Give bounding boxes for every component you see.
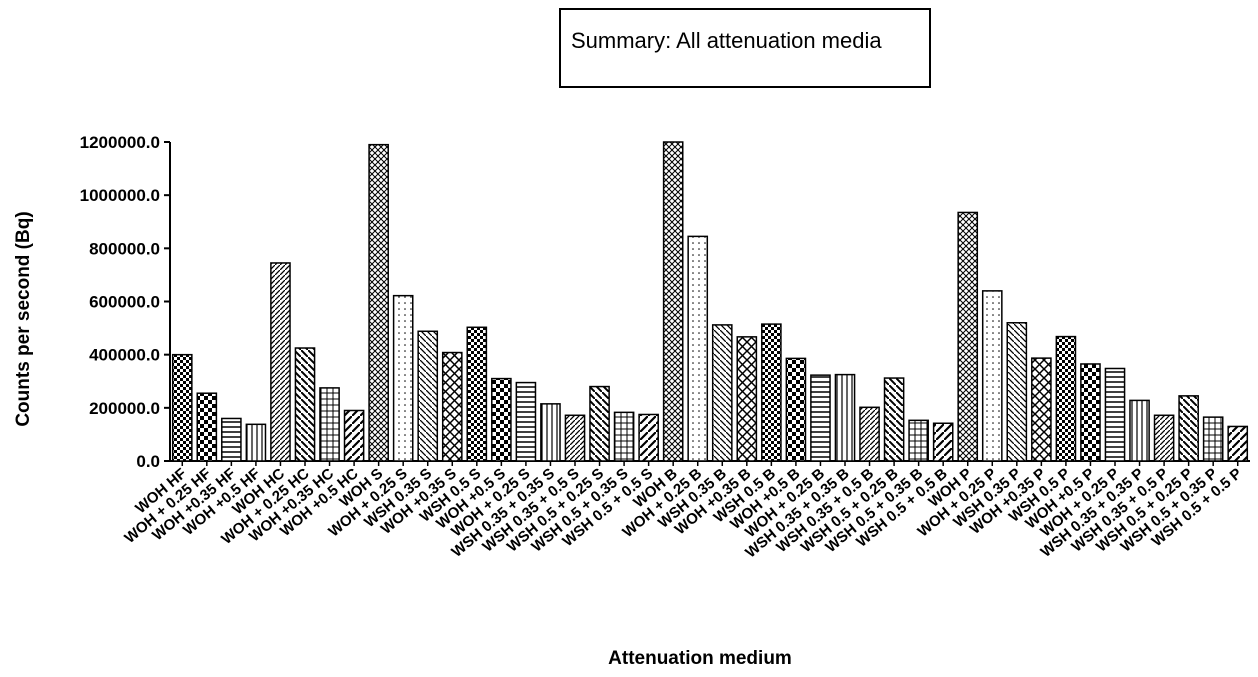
bar xyxy=(613,411,635,462)
bar xyxy=(245,423,267,462)
bar xyxy=(540,403,561,462)
bar xyxy=(221,417,242,462)
bar xyxy=(1227,425,1249,462)
bar xyxy=(319,387,340,462)
bar xyxy=(761,323,782,462)
bar xyxy=(1104,367,1126,462)
bar xyxy=(834,373,856,462)
bar xyxy=(564,414,586,462)
bar xyxy=(171,353,193,462)
y-tick-label: 1200000.0 xyxy=(80,133,160,152)
bar xyxy=(859,406,880,462)
bar xyxy=(196,392,218,462)
bar xyxy=(1080,363,1101,462)
bar xyxy=(957,211,979,462)
bar xyxy=(1129,399,1150,462)
chart-title: Summary: All attenuation media xyxy=(571,28,882,53)
bar xyxy=(662,141,684,462)
bar xyxy=(932,422,954,462)
bar xyxy=(1178,395,1199,462)
bar xyxy=(1031,357,1052,462)
bar xyxy=(294,347,316,462)
chart-bars xyxy=(171,141,1249,462)
bar xyxy=(441,351,463,462)
bar xyxy=(810,374,831,462)
bar xyxy=(785,357,807,462)
bar xyxy=(981,290,1003,462)
bar xyxy=(736,336,758,462)
bar xyxy=(368,143,389,462)
y-tick-label: 800000.0 xyxy=(89,239,160,258)
bar xyxy=(589,385,610,462)
bar xyxy=(270,262,291,462)
bar xyxy=(515,381,537,462)
bar xyxy=(1055,335,1077,462)
y-tick-label: 600000.0 xyxy=(89,293,160,312)
bar xyxy=(687,235,709,462)
bar xyxy=(1202,416,1224,462)
bar xyxy=(711,324,733,462)
bar xyxy=(908,419,929,462)
bar xyxy=(1153,414,1175,462)
bar xyxy=(466,326,488,462)
bar xyxy=(491,377,512,462)
y-tick-label: 0.0 xyxy=(136,452,160,471)
x-axis-label: Attenuation medium xyxy=(608,648,792,669)
y-tick-label: 400000.0 xyxy=(89,346,160,365)
y-tick-label: 1000000.0 xyxy=(80,186,160,205)
bar xyxy=(1006,322,1028,462)
y-tick-labels: 0.0 200000.0 400000.0 600000.0 800000.0 10000… xyxy=(80,133,160,471)
bar xyxy=(417,330,439,462)
bar xyxy=(638,413,659,462)
y-axis-label: Counts per second (Bq) xyxy=(13,211,34,427)
y-tick-label: 200000.0 xyxy=(89,399,160,418)
bar xyxy=(392,294,414,462)
chart-title-box: Summary: All attenuation media xyxy=(559,8,931,88)
bar xyxy=(343,409,365,462)
bar xyxy=(883,377,905,462)
